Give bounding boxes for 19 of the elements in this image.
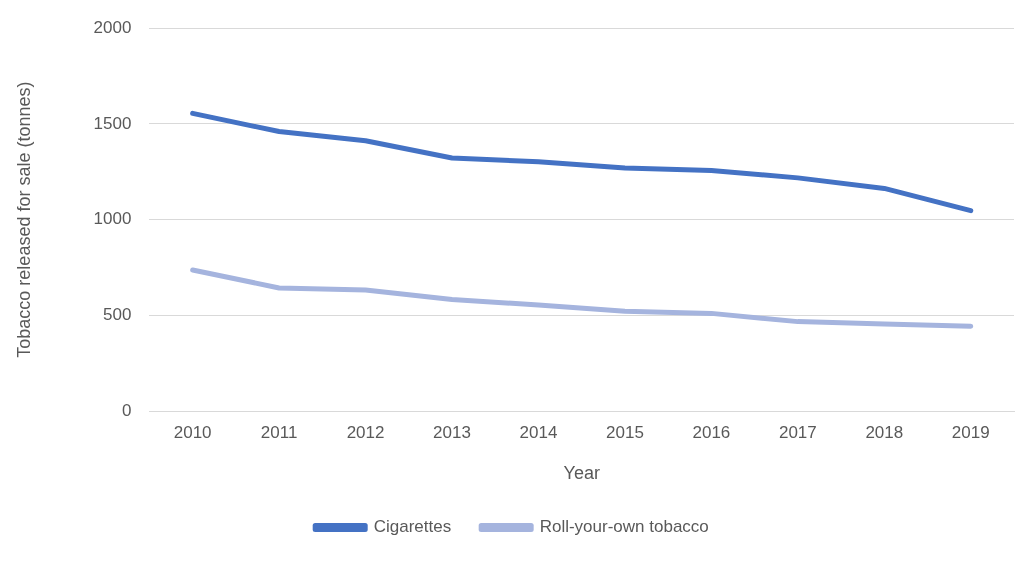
x-tick-label: 2013 xyxy=(433,422,471,442)
y-tick-label: 1500 xyxy=(93,113,132,133)
y-tick-label: 1000 xyxy=(93,209,132,229)
x-tick-label: 2010 xyxy=(173,422,212,442)
x-tick-label: 2018 xyxy=(865,422,904,442)
x-tick-label: 2012 xyxy=(346,422,385,442)
x-tick-label: 2015 xyxy=(606,422,644,442)
legend-label: Roll-your-own tobacco xyxy=(539,517,709,537)
x-tick-label: 2016 xyxy=(692,422,731,442)
x-tick-label: 2019 xyxy=(951,422,990,442)
legend-label: Cigarettes xyxy=(373,517,452,537)
x-axis-title: Year xyxy=(563,463,600,484)
y-tick-label: 0 xyxy=(121,400,132,420)
y-axis-title: Tobacco released for sale (tonnes) xyxy=(13,81,34,358)
x-tick-label: 2017 xyxy=(778,422,817,442)
x-tick-label: 2011 xyxy=(260,422,298,442)
y-tick-label: 2000 xyxy=(93,17,132,37)
y-tick-label: 500 xyxy=(103,304,132,324)
x-tick-label: 2014 xyxy=(519,422,558,442)
